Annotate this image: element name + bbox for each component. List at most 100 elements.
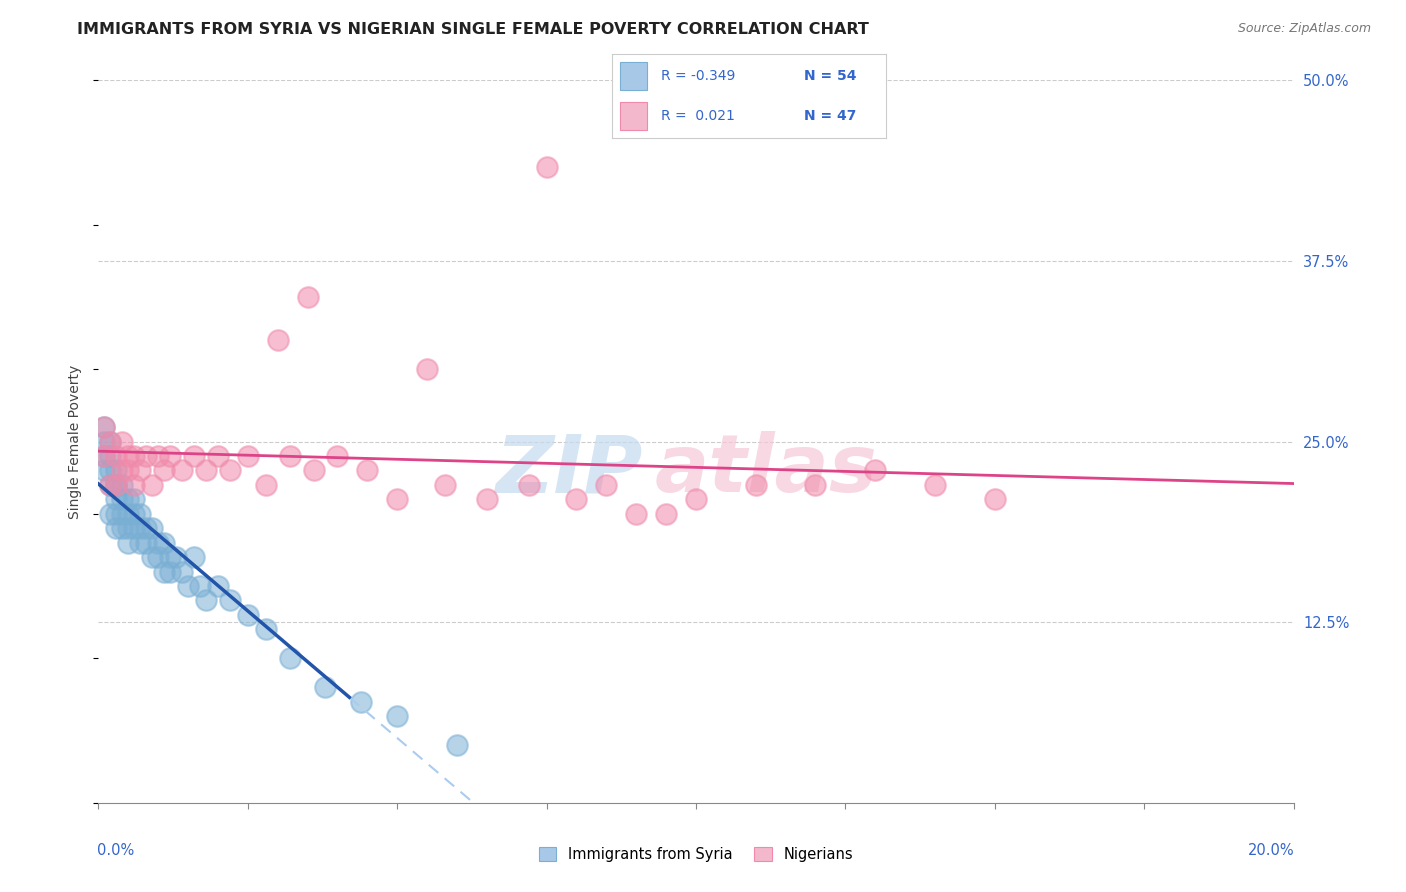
Point [93,420,115,434]
Point [536,160,558,174]
Point [111,492,134,507]
Point [98,507,122,521]
Point [93,449,115,463]
Point [124,478,146,492]
Point [93,420,115,434]
Point [141,478,163,492]
Point [124,507,146,521]
Point [165,550,187,565]
Text: Source: ZipAtlas.com: Source: ZipAtlas.com [1237,22,1371,36]
Point [98,463,122,477]
Point [129,463,152,477]
Point [98,449,122,463]
Point [105,463,128,477]
Point [416,362,439,376]
Point [111,463,134,477]
Text: R = -0.349: R = -0.349 [661,69,735,83]
Point [595,478,617,492]
Point [254,623,277,637]
Point [111,521,134,535]
Point [135,535,157,549]
Y-axis label: Single Female Poverty: Single Female Poverty [69,365,83,518]
Point [93,434,115,449]
Point [98,434,122,449]
Point [356,463,378,477]
Text: 20.0%: 20.0% [1249,843,1295,857]
Point [207,449,229,463]
Point [278,449,301,463]
Point [124,449,146,463]
Point [148,550,170,565]
FancyBboxPatch shape [620,102,647,130]
Text: ZIP: ZIP [495,432,643,509]
Point [153,565,176,579]
Point [177,579,200,593]
Point [254,478,277,492]
Point [207,579,229,593]
Point [111,434,134,449]
Point [117,449,139,463]
Point [172,565,194,579]
Point [385,492,409,507]
Point [236,449,259,463]
Point [153,535,176,549]
Text: N = 47: N = 47 [804,109,856,123]
Point [924,478,946,492]
Point [105,507,128,521]
Text: R =  0.021: R = 0.021 [661,109,735,123]
Text: 0.0%: 0.0% [97,843,135,857]
Point [98,478,122,492]
Point [93,463,115,477]
Point [326,449,349,463]
Point [111,478,134,492]
Point [105,478,128,492]
Text: atlas: atlas [654,432,877,509]
Legend: Immigrants from Syria, Nigerians: Immigrants from Syria, Nigerians [533,840,859,868]
Text: N = 54: N = 54 [804,69,856,83]
Point [278,651,301,665]
Point [172,463,194,477]
Point [129,507,152,521]
Point [297,290,319,304]
Point [98,434,122,449]
Point [141,550,163,565]
Point [434,478,457,492]
Point [124,492,146,507]
Point [159,449,181,463]
Point [117,535,139,549]
Point [117,507,139,521]
Point [385,709,409,723]
Point [183,550,205,565]
Point [195,463,218,477]
Point [135,521,157,535]
Point [804,478,827,492]
Point [685,492,707,507]
Point [159,550,181,565]
Point [105,492,128,507]
Point [105,478,128,492]
Point [517,478,540,492]
Point [188,579,211,593]
Point [565,492,588,507]
Point [135,449,157,463]
Point [117,492,139,507]
Point [219,593,242,607]
Point [105,449,128,463]
Point [98,478,122,492]
Point [105,521,128,535]
Point [159,565,181,579]
Point [111,507,134,521]
Point [350,695,373,709]
Point [105,478,128,492]
Point [141,521,163,535]
Text: IMMIGRANTS FROM SYRIA VS NIGERIAN SINGLE FEMALE POVERTY CORRELATION CHART: IMMIGRANTS FROM SYRIA VS NIGERIAN SINGLE… [77,22,869,37]
Point [865,463,887,477]
Point [153,463,176,477]
Point [195,593,218,607]
Point [219,463,242,477]
Point [124,521,146,535]
Point [626,507,648,521]
Point [302,463,325,477]
Point [236,607,259,622]
Point [129,535,152,549]
